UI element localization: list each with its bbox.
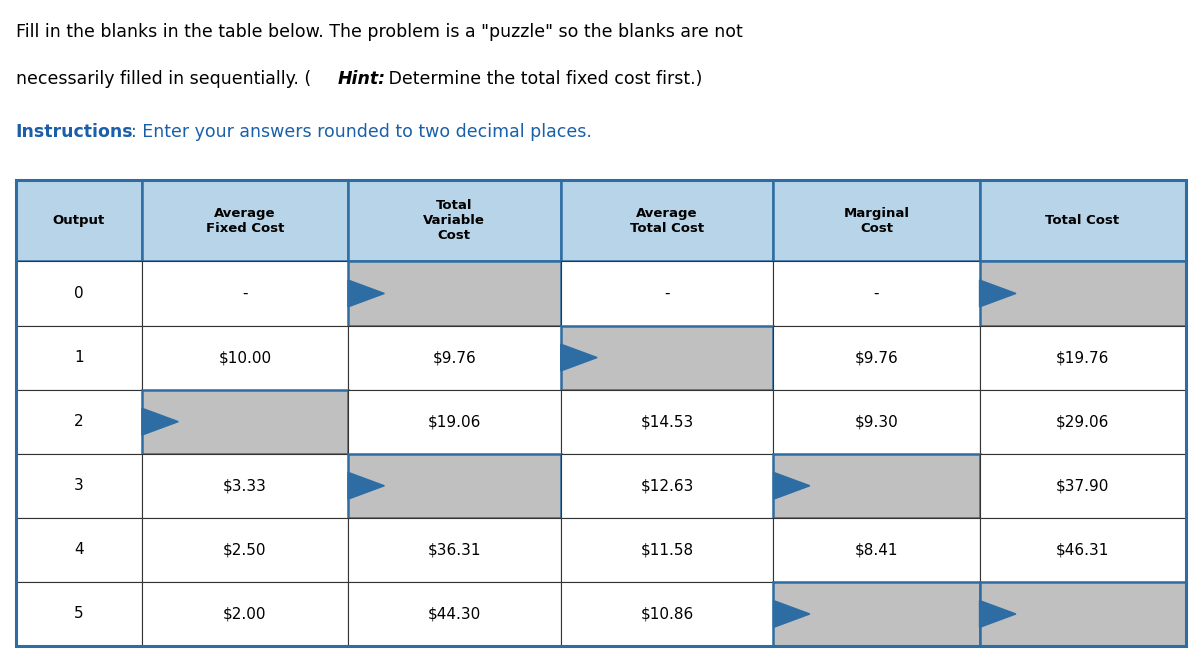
Text: Total Cost: Total Cost bbox=[1045, 214, 1120, 227]
Text: Total
Variable
Cost: Total Variable Cost bbox=[424, 199, 485, 242]
Text: 3: 3 bbox=[74, 478, 84, 494]
Text: $11.58: $11.58 bbox=[641, 542, 694, 557]
Text: Average
Fixed Cost: Average Fixed Cost bbox=[205, 206, 284, 234]
Text: Determine the total fixed cost first.): Determine the total fixed cost first.) bbox=[383, 70, 702, 88]
Text: : Enter your answers rounded to two decimal places.: : Enter your answers rounded to two deci… bbox=[131, 123, 592, 141]
Text: $12.63: $12.63 bbox=[641, 478, 694, 494]
Text: 5: 5 bbox=[74, 607, 84, 621]
Text: 2: 2 bbox=[74, 414, 84, 429]
Text: $29.06: $29.06 bbox=[1056, 414, 1109, 429]
Text: Hint:: Hint: bbox=[337, 70, 385, 88]
Text: -: - bbox=[242, 286, 247, 301]
Text: $9.30: $9.30 bbox=[854, 414, 899, 429]
Text: 4: 4 bbox=[74, 542, 84, 557]
Text: $10.86: $10.86 bbox=[641, 607, 694, 621]
Text: $14.53: $14.53 bbox=[641, 414, 694, 429]
Text: $9.76: $9.76 bbox=[854, 350, 899, 365]
Text: $8.41: $8.41 bbox=[854, 542, 899, 557]
Text: $9.76: $9.76 bbox=[432, 350, 476, 365]
Text: 1: 1 bbox=[74, 350, 84, 365]
Text: $37.90: $37.90 bbox=[1056, 478, 1109, 494]
Text: Marginal
Cost: Marginal Cost bbox=[844, 206, 910, 234]
Text: $19.76: $19.76 bbox=[1056, 350, 1109, 365]
Text: $10.00: $10.00 bbox=[218, 350, 271, 365]
Text: -: - bbox=[665, 286, 670, 301]
Text: necessarily filled in sequentially. (: necessarily filled in sequentially. ( bbox=[16, 70, 311, 88]
Text: $36.31: $36.31 bbox=[427, 542, 481, 557]
Text: $2.00: $2.00 bbox=[223, 607, 266, 621]
Text: Output: Output bbox=[53, 214, 104, 227]
Text: Average
Total Cost: Average Total Cost bbox=[630, 206, 704, 234]
Text: 0: 0 bbox=[74, 286, 84, 301]
Text: $44.30: $44.30 bbox=[427, 607, 481, 621]
Text: Fill in the blanks in the table below. The problem is a "puzzle" so the blanks a: Fill in the blanks in the table below. T… bbox=[16, 23, 743, 41]
Text: $2.50: $2.50 bbox=[223, 542, 266, 557]
Text: Instructions: Instructions bbox=[16, 123, 133, 141]
Text: $46.31: $46.31 bbox=[1056, 542, 1109, 557]
Text: -: - bbox=[874, 286, 880, 301]
Text: $19.06: $19.06 bbox=[427, 414, 481, 429]
Text: $3.33: $3.33 bbox=[223, 478, 266, 494]
